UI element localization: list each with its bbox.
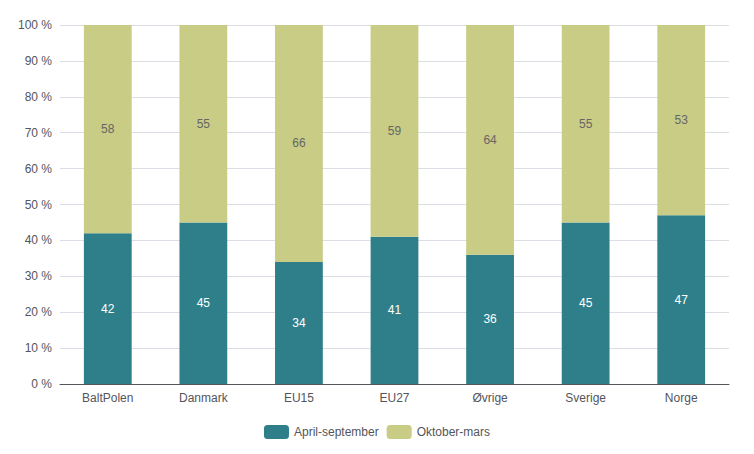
svg-text:70 %: 70 % <box>25 126 53 140</box>
svg-text:34: 34 <box>292 316 306 330</box>
svg-text:20 %: 20 % <box>25 305 53 319</box>
svg-text:47: 47 <box>675 293 689 307</box>
svg-text:41: 41 <box>388 303 402 317</box>
svg-text:66: 66 <box>292 136 306 150</box>
svg-text:0 %: 0 % <box>31 377 52 391</box>
svg-text:59: 59 <box>388 124 402 138</box>
svg-text:36: 36 <box>483 312 497 326</box>
svg-text:Oktober-mars: Oktober-mars <box>417 425 490 439</box>
svg-text:45: 45 <box>197 296 211 310</box>
svg-text:EU27: EU27 <box>379 391 409 405</box>
svg-text:Øvrige: Øvrige <box>472 391 508 405</box>
svg-text:April-september: April-september <box>294 425 379 439</box>
svg-text:10 %: 10 % <box>25 341 53 355</box>
svg-text:40 %: 40 % <box>25 233 53 247</box>
svg-text:42: 42 <box>101 302 115 316</box>
svg-text:90 %: 90 % <box>25 54 53 68</box>
svg-text:58: 58 <box>101 122 115 136</box>
svg-text:Sverige: Sverige <box>565 391 606 405</box>
svg-text:55: 55 <box>197 117 211 131</box>
svg-text:50 %: 50 % <box>25 198 53 212</box>
svg-text:64: 64 <box>483 133 497 147</box>
svg-text:EU15: EU15 <box>284 391 314 405</box>
svg-text:BaltPolen: BaltPolen <box>82 391 133 405</box>
svg-text:100 %: 100 % <box>18 18 52 32</box>
svg-text:80 %: 80 % <box>25 90 53 104</box>
svg-text:53: 53 <box>675 113 689 127</box>
svg-text:Danmark: Danmark <box>179 391 229 405</box>
svg-text:45: 45 <box>579 296 593 310</box>
svg-text:30 %: 30 % <box>25 269 53 283</box>
svg-text:60 %: 60 % <box>25 162 53 176</box>
svg-text:Norge: Norge <box>665 391 698 405</box>
svg-text:55: 55 <box>579 117 593 131</box>
